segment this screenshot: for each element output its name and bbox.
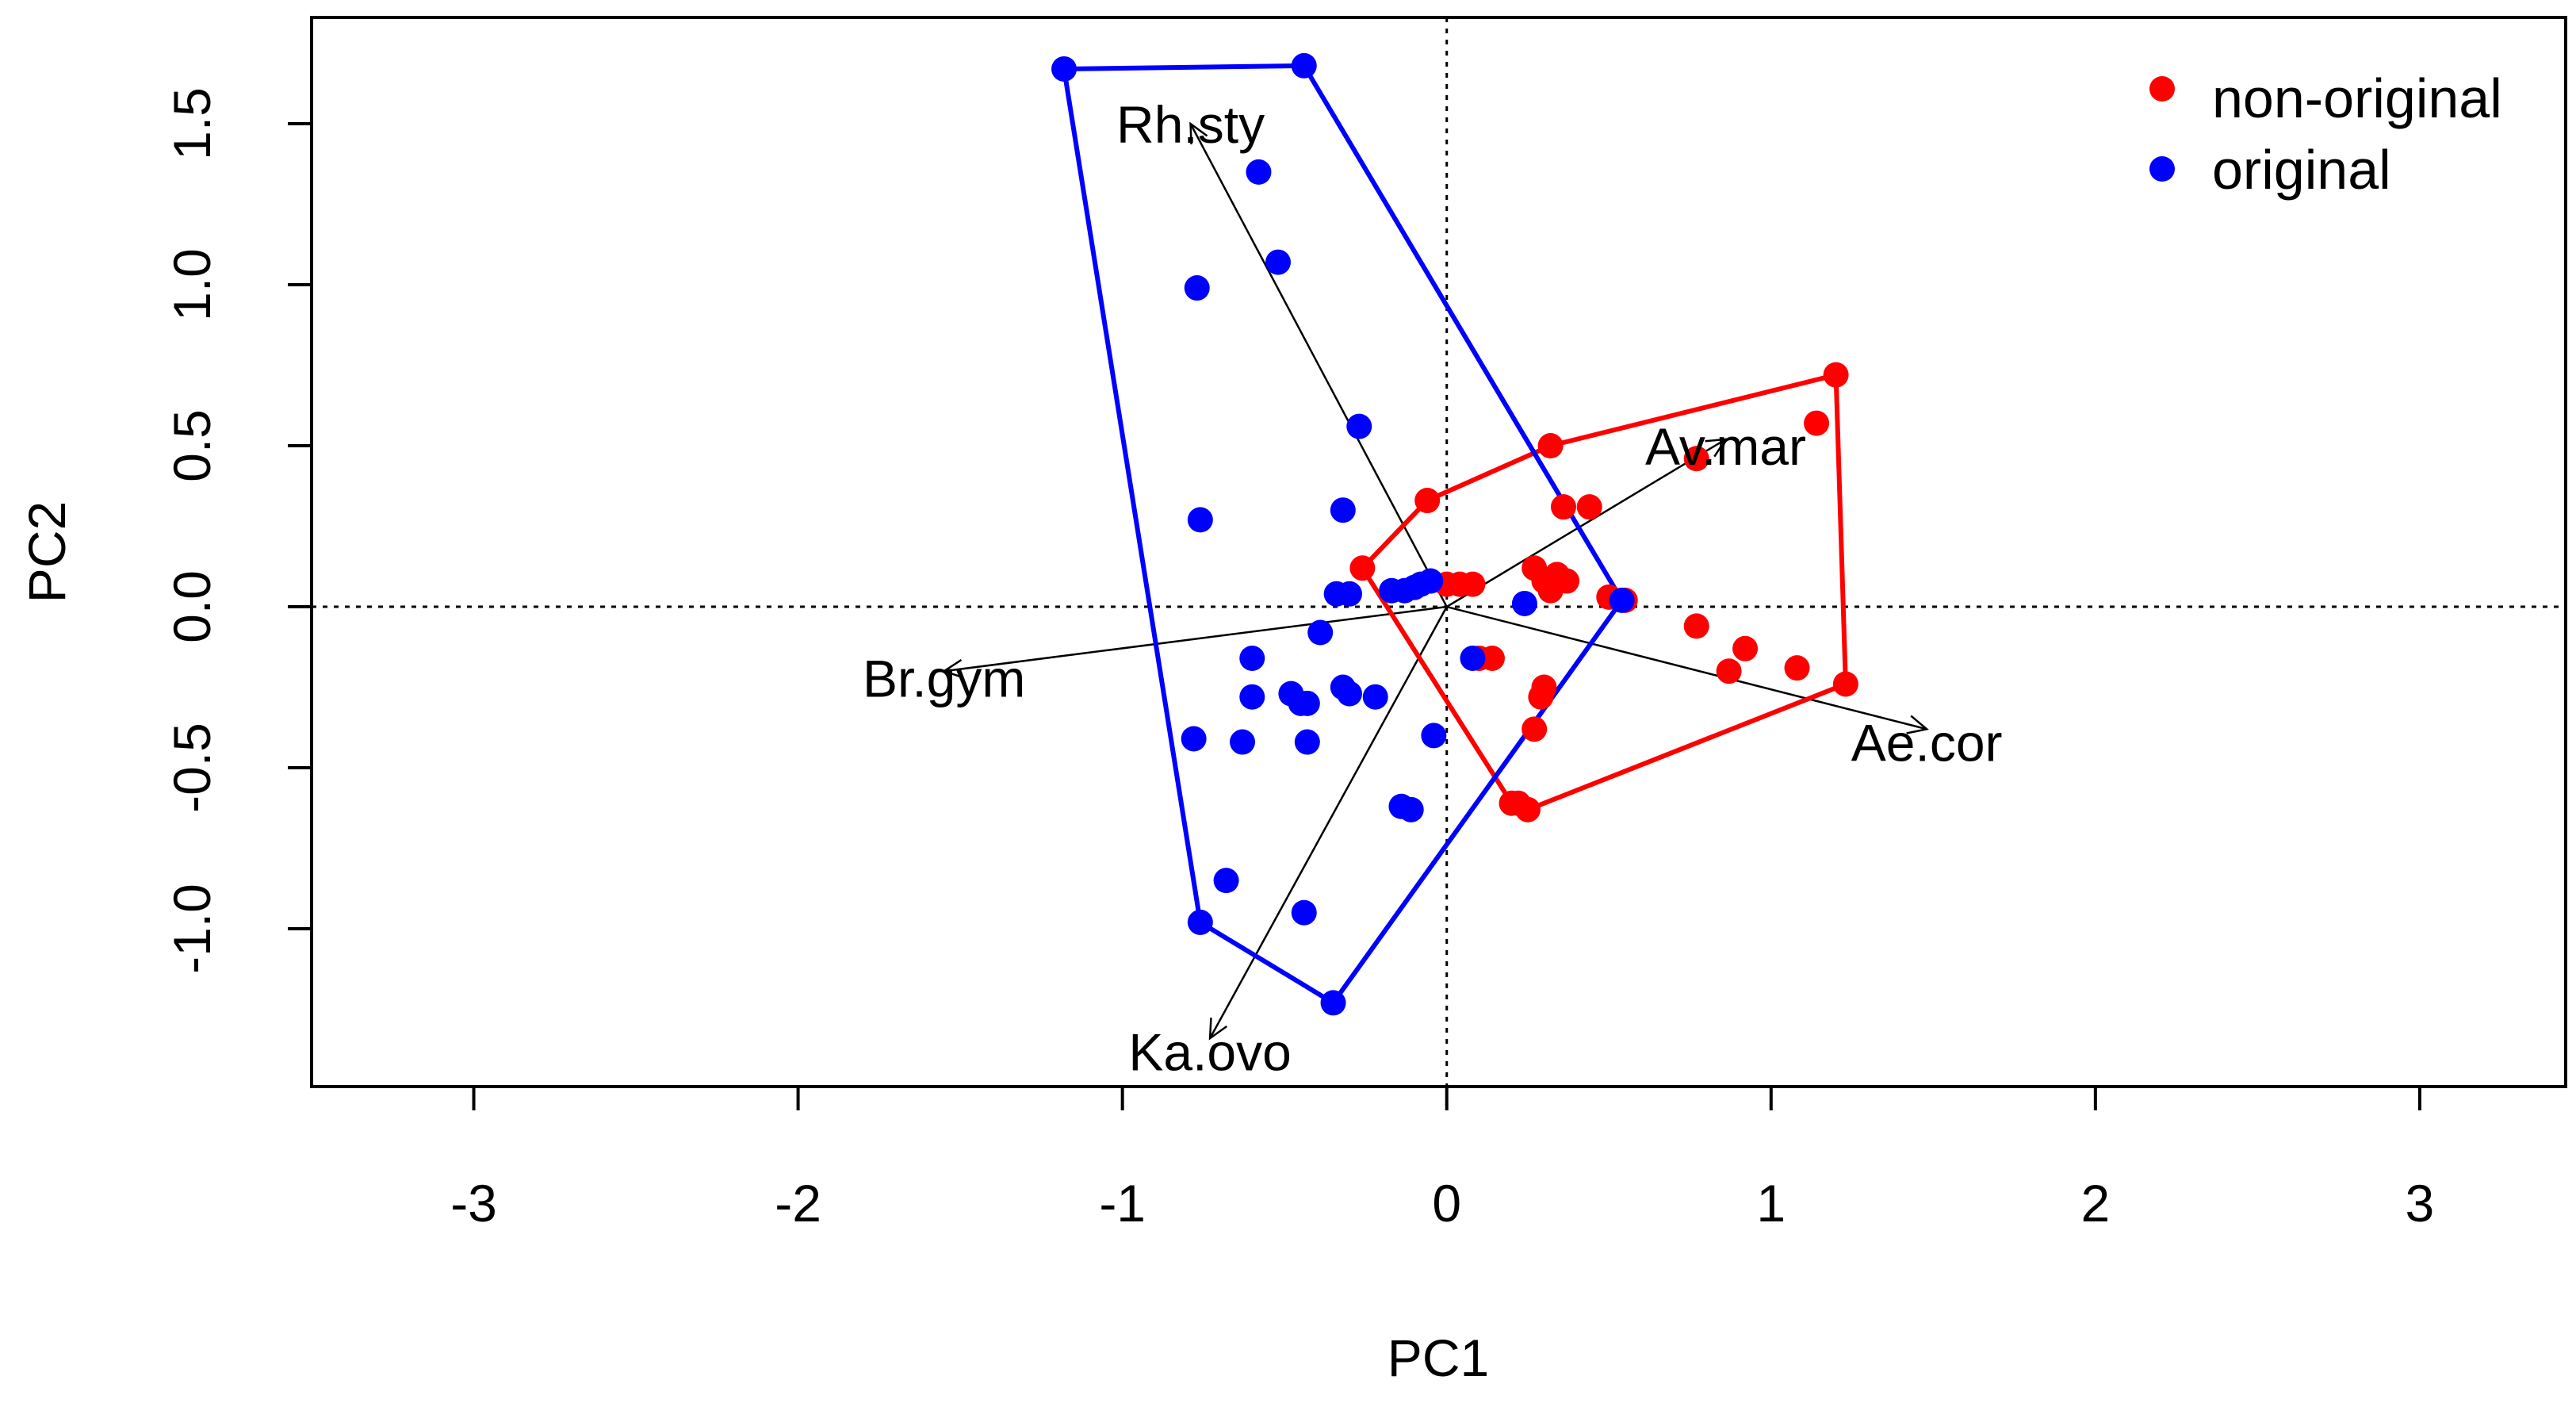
loading-arrowhead-ka-ovo [1208, 1018, 1228, 1041]
point-non-original [1716, 658, 1742, 684]
point-original [1511, 590, 1537, 616]
legend-marker-original [2149, 156, 2175, 182]
point-original [1239, 684, 1265, 710]
point-non-original [1804, 410, 1830, 436]
point-original [1230, 729, 1256, 755]
reference-lines [312, 17, 2566, 1087]
loading-arrow-ae-cor [1446, 605, 1927, 730]
loading-arrowhead-br-gym [941, 658, 964, 679]
point-original [1307, 619, 1334, 646]
point-non-original [1683, 446, 1709, 472]
loading-label-av-mar: Av.mar [1645, 417, 1806, 476]
point-original [1239, 645, 1265, 671]
loading-arrowhead-ae-cor [1906, 715, 1929, 734]
point-original [1294, 729, 1320, 755]
y-tick-label: 0.0 [163, 570, 221, 643]
plot-frame [310, 16, 2567, 1088]
point-original [1320, 990, 1346, 1016]
point-non-original [1505, 790, 1531, 816]
data-points [1051, 52, 1858, 1016]
loading-label-ka-ovo: Ka.ovo [1128, 1022, 1291, 1081]
point-original [1346, 413, 1372, 439]
x-axis-title: PC1 [1388, 1328, 1489, 1387]
point-original [1460, 645, 1486, 671]
point-non-original [1414, 488, 1441, 514]
point-original [1337, 581, 1363, 607]
point-original [1051, 56, 1077, 82]
y-tick-label: 1.0 [163, 248, 221, 321]
group-hulls [1062, 63, 1848, 1006]
point-non-original [1349, 555, 1376, 581]
loading-arrow-ka-ovo [1209, 606, 1448, 1039]
x-tick-label: 0 [1432, 1174, 1461, 1233]
loading-arrowhead-rh-sty [1189, 121, 1208, 145]
point-original [1362, 684, 1388, 710]
point-non-original [1823, 362, 1849, 388]
point-non-original [1784, 655, 1810, 681]
point-non-original [1521, 716, 1548, 742]
loading-label-br-gym: Br.gym [863, 649, 1025, 707]
point-non-original [1550, 494, 1576, 520]
loading-arrow-av-mar [1446, 438, 1727, 608]
point-original [1184, 275, 1210, 301]
point-non-original [1732, 635, 1759, 661]
point-original [1291, 52, 1317, 79]
loading-label-ae-cor: Ae.cor [1851, 714, 2003, 773]
legend-marker-non-original [2149, 76, 2175, 102]
x-tick-label: 2 [2080, 1174, 2110, 1233]
legend-label-non-original: non-original [2212, 67, 2502, 129]
loading-labels: Rh.sty Av.mar Br.gym Ae.cor Ka.ovo [863, 95, 2003, 1081]
point-original [1187, 507, 1213, 533]
point-original [1291, 899, 1317, 926]
loading-label-rh-sty: Rh.sty [1116, 95, 1265, 154]
point-non-original [1537, 433, 1564, 459]
point-non-original [1528, 684, 1554, 710]
y-axis-title: PC2 [17, 501, 76, 603]
point-original [1609, 587, 1635, 613]
x-tick-label: 3 [2406, 1174, 2435, 1233]
point-original [1421, 723, 1447, 749]
hull-non-original [1360, 372, 1848, 812]
point-original [1330, 497, 1356, 523]
point-original [1398, 796, 1424, 822]
loading-arrowhead-av-mar [1705, 438, 1728, 458]
point-original [1265, 249, 1292, 275]
y-axis: -1.0 -0.5 0.0 0.5 1.0 1.5 [163, 87, 312, 974]
point-original [1418, 568, 1444, 594]
point-original [1187, 909, 1213, 935]
point-non-original [1832, 671, 1858, 697]
legend: non-original original [2149, 67, 2502, 201]
x-tick-label: -1 [1099, 1174, 1146, 1233]
point-non-original [1683, 613, 1709, 639]
point-original [1294, 690, 1320, 716]
y-tick-label: -1.0 [163, 884, 221, 974]
x-tick-label: 1 [1756, 1174, 1786, 1233]
legend-label-original: original [2212, 139, 2391, 201]
y-tick-label: 1.5 [163, 87, 221, 160]
hull-original [1062, 63, 1625, 1006]
x-tick-label: -2 [775, 1174, 821, 1233]
y-tick-label: -0.5 [163, 723, 221, 813]
x-axis: -3 -2 -1 0 1 2 3 [450, 1087, 2434, 1233]
y-tick-label: 0.5 [163, 409, 221, 482]
x-tick-label: -3 [450, 1174, 497, 1233]
point-original [1246, 159, 1272, 185]
point-non-original [1460, 571, 1486, 597]
loading-arrow-br-gym [944, 605, 1447, 673]
point-original [1181, 726, 1207, 752]
point-non-original [1537, 577, 1564, 604]
point-non-original [1479, 645, 1505, 671]
point-non-original [1576, 494, 1602, 520]
point-original [1213, 868, 1239, 894]
point-original [1337, 680, 1363, 707]
